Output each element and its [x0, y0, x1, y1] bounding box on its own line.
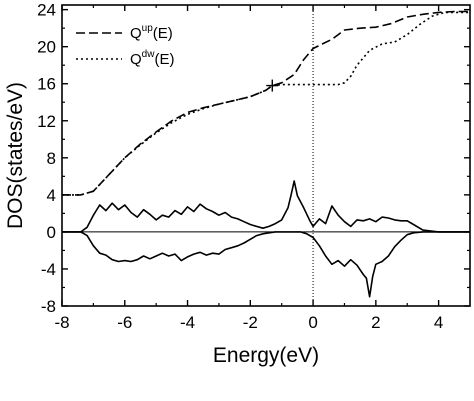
series-line-2: [62, 11, 470, 196]
y-tick-label: 16: [37, 75, 56, 94]
x-tick-label: -2: [243, 313, 258, 332]
plot-curves: [62, 10, 470, 298]
axis-ticks: [61, 5, 470, 307]
x-tick-label: -6: [117, 313, 132, 332]
y-tick-label: 12: [37, 112, 56, 131]
x-axis-label: Energy(eV): [213, 344, 319, 367]
x-tick-label: 0: [308, 313, 317, 332]
legend-label-2: Qdw(E): [130, 49, 174, 68]
y-tick-label: 24: [37, 1, 56, 20]
x-tick-labels: -8 -6 -4 -2 0 2 4: [54, 313, 443, 332]
y-tick-label: 8: [47, 149, 56, 168]
x-tick-label: -8: [54, 313, 69, 332]
series-line-4: [62, 231, 470, 298]
x-tick-label: 2: [371, 313, 380, 332]
crossing-marker: [266, 79, 279, 92]
plot-frame: [61, 4, 471, 307]
y-tick-label: -4: [41, 260, 56, 279]
series-line-1: [62, 10, 470, 196]
y-tick-labels: -8 -4 0 4 8 12 16 20 24: [37, 1, 56, 316]
y-tick-label: -8: [41, 297, 56, 316]
x-tick-label: -4: [180, 313, 195, 332]
y-tick-label: 0: [47, 223, 56, 242]
y-tick-label: 4: [47, 186, 56, 205]
series-line-3: [62, 180, 470, 233]
y-tick-label: 20: [37, 38, 56, 57]
y-axis-label: DOS(states/eV): [4, 82, 27, 229]
x-tick-label: 4: [434, 313, 443, 332]
legend: Qup(E) Qdw(E): [76, 23, 174, 68]
legend-label-1: Qup(E): [130, 23, 173, 42]
